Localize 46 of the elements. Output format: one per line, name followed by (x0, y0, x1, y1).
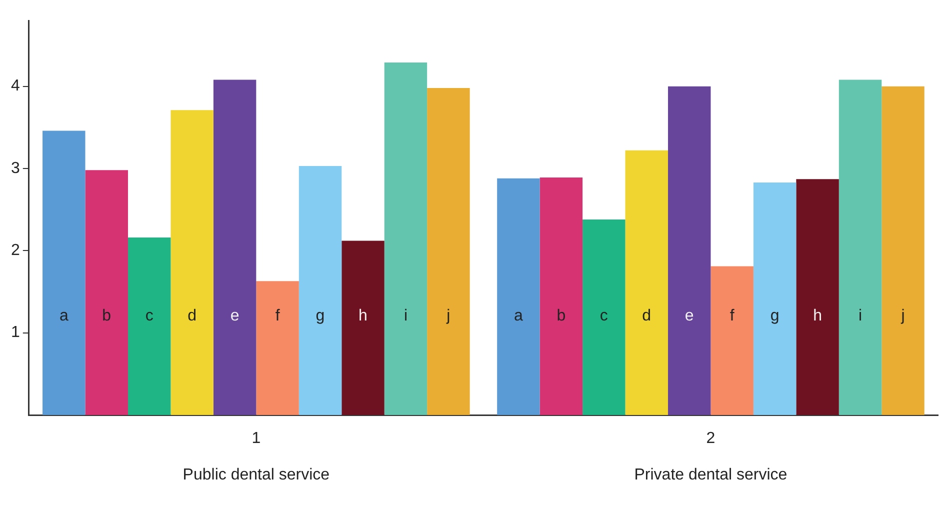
bar (668, 86, 711, 415)
text: g (770, 307, 780, 324)
text: e (230, 307, 240, 324)
bar (128, 238, 171, 415)
bar (625, 150, 668, 415)
text: Public dental service (182, 466, 330, 484)
bar (497, 178, 540, 415)
text: d (188, 307, 197, 324)
bar (342, 240, 384, 415)
bar (882, 86, 924, 415)
series-label: j (446, 307, 450, 324)
series-label: d (642, 307, 652, 324)
series-label: g (316, 307, 325, 324)
text: Private dental service (634, 466, 788, 484)
series-label: h (358, 307, 368, 324)
series-label: f (275, 307, 280, 324)
series-label: a (59, 307, 68, 324)
series-label: c (145, 307, 154, 324)
bar (753, 182, 796, 415)
text: f (730, 307, 734, 324)
series-label: i (858, 307, 862, 324)
bar (298, 166, 342, 415)
bar (213, 80, 256, 415)
bar (170, 110, 214, 415)
bar (838, 80, 882, 415)
text: a (514, 307, 523, 324)
y-tick-label: 1 (10, 324, 20, 342)
text: b (102, 307, 112, 324)
bar (427, 88, 470, 415)
bar (256, 281, 299, 415)
y-tick-label: 2 (10, 242, 20, 260)
bar (540, 178, 583, 415)
bar (42, 130, 86, 415)
y-tick-label: 4 (10, 78, 20, 95)
y-tick-label: 3 (10, 160, 20, 177)
text: i (404, 307, 408, 324)
series-label: e (684, 307, 694, 324)
text: j (901, 307, 905, 324)
bar (582, 219, 626, 415)
series-label: b (556, 307, 566, 324)
bar (85, 170, 128, 415)
bar (384, 62, 428, 415)
text: h (813, 307, 822, 324)
bar (710, 266, 754, 415)
bar (796, 179, 839, 415)
text: c (600, 307, 608, 324)
